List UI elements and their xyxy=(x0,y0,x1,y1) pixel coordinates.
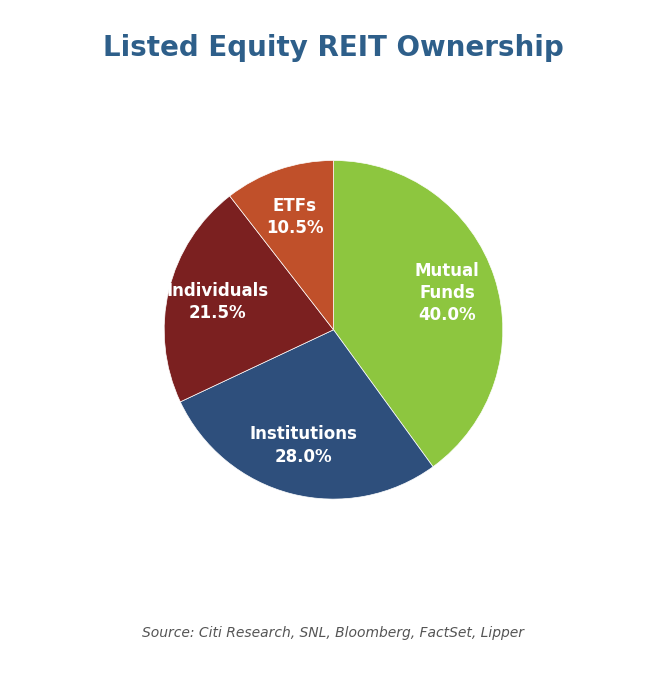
Text: Mutual
Funds
40.0%: Mutual Funds 40.0% xyxy=(415,262,480,324)
Text: ETFs
10.5%: ETFs 10.5% xyxy=(266,197,323,237)
Title: Listed Equity REIT Ownership: Listed Equity REIT Ownership xyxy=(103,34,564,62)
Wedge shape xyxy=(229,160,334,330)
Wedge shape xyxy=(164,196,334,402)
Text: Source: Citi Research, SNL, Bloomberg, FactSet, Lipper: Source: Citi Research, SNL, Bloomberg, F… xyxy=(143,626,524,639)
Text: Institutions
28.0%: Institutions 28.0% xyxy=(250,425,358,466)
Wedge shape xyxy=(334,160,503,467)
Wedge shape xyxy=(180,330,433,499)
Text: Individuals
21.5%: Individuals 21.5% xyxy=(166,282,268,322)
